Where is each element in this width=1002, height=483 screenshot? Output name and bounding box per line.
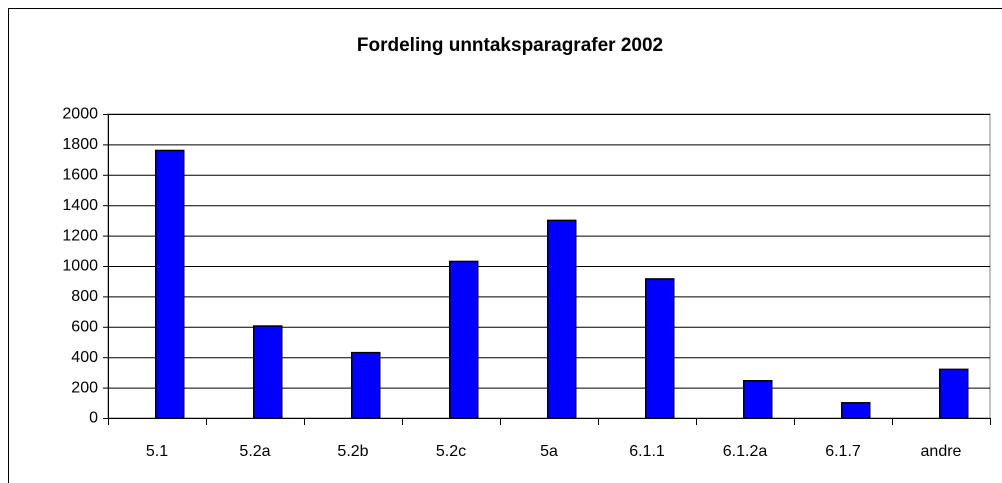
x-tick-label: 5.2a: [239, 443, 270, 460]
x-tick-label: 5a: [540, 443, 558, 460]
x-tick-label: 6.1.1: [629, 443, 665, 460]
x-tick-label: 6.1.7: [825, 443, 861, 460]
bar: [644, 278, 675, 419]
bar: [350, 351, 381, 419]
y-tick-label: 1400: [62, 197, 98, 214]
bar: [252, 325, 283, 419]
y-tick-label: 800: [71, 288, 98, 305]
y-tick-label: 2000: [62, 106, 98, 123]
bar: [938, 368, 969, 419]
y-tick-label: 400: [71, 349, 98, 366]
y-tick-label: 0: [89, 410, 98, 427]
y-tick-label: 200: [71, 379, 98, 396]
x-tick-label: 5.2b: [337, 443, 368, 460]
chart-title: Fordeling unntaksparagrafer 2002: [357, 35, 663, 56]
y-tick-label: 1200: [62, 227, 98, 244]
y-tick-label: 1800: [62, 136, 98, 153]
y-tick-label: 1000: [62, 258, 98, 275]
bar: [840, 402, 871, 419]
x-tick-label: andre: [921, 443, 962, 460]
bar: [546, 219, 577, 419]
bar: [154, 149, 185, 419]
bar: [742, 380, 773, 419]
y-tick-label: 600: [71, 319, 98, 336]
x-tick-label: 5.1: [146, 443, 168, 460]
x-tick-label: 5.2c: [436, 443, 466, 460]
x-tick-label: 6.1.2a: [723, 443, 768, 460]
y-tick-label: 1600: [62, 167, 98, 184]
bar: [448, 260, 479, 419]
